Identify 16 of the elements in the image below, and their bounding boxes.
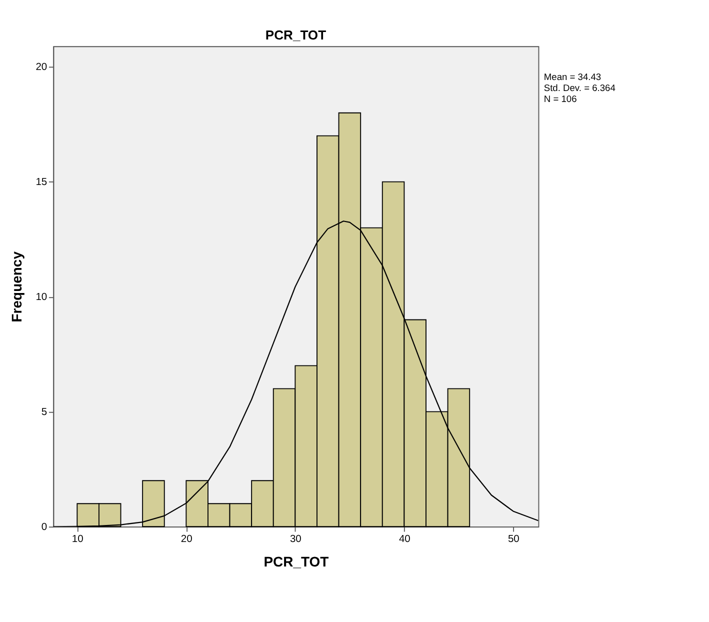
x-tick-label: 20 (180, 534, 193, 546)
x-axis-title: PCR_TOT (264, 553, 330, 570)
x-tick-label: 50 (508, 534, 520, 546)
y-tick-label: 15 (36, 177, 48, 188)
x-tick-label: 10 (72, 534, 84, 546)
y-tick-label: 10 (36, 292, 48, 304)
text: Mean = 34.43 (544, 72, 602, 82)
text: Std. Dev. = 6.364 (544, 82, 616, 93)
y-tick-label: 0 (41, 522, 48, 533)
x-tick-label: 40 (398, 534, 411, 546)
chart-title: PCR_TOT (265, 28, 326, 43)
text: N = 106 (544, 94, 577, 104)
y-tick-label: 20 (36, 62, 48, 74)
x-tick-label: 30 (290, 534, 302, 546)
y-axis-title: Frequency (8, 251, 25, 322)
y-tick-label: 5 (41, 406, 48, 418)
